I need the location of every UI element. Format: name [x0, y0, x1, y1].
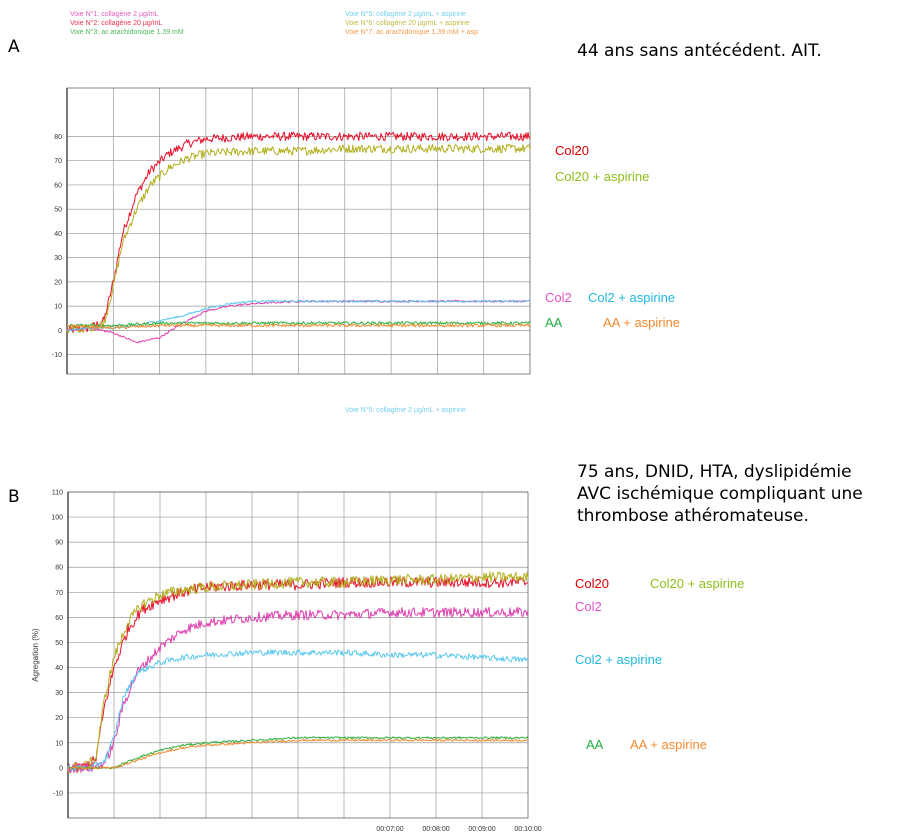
chart-a-series-2	[66, 143, 531, 334]
chart-a-ytick-label: 0	[58, 328, 62, 335]
panel-a-header-right: Voie N°5: collagène 2 µg/mL + aspirine V…	[345, 10, 478, 37]
chart-a-ytick-label: -10	[52, 352, 62, 359]
header-lane-1: Voie N°1: collagène 2 µg/mL	[70, 11, 159, 18]
legend-label-aa: AA	[545, 315, 563, 330]
chart-b-xtick-label: 00:09:00	[468, 826, 495, 833]
legend-label-col20: Col20	[555, 143, 589, 158]
legend-label-col20-b: Col20	[575, 576, 609, 591]
header-lane-6: Voie N°6: collagène 20 µg/mL + aspirine	[345, 20, 470, 27]
chart-a-ytick-label: 40	[54, 231, 62, 238]
chart-b-ytick-label: 90	[55, 540, 63, 547]
panel-a-header-left: Voie N°1: collagène 2 µg/mL Voie N°2: co…	[70, 10, 184, 37]
legend-label-aa-aspirine: AA + aspirine	[603, 315, 680, 330]
chart-a-series-6	[66, 323, 531, 330]
chart-a-series-3	[66, 299, 531, 344]
header-lane-2: Voie N°2: collagène 20 µg/mL	[70, 20, 163, 27]
chart-b-ytick-label: -10	[53, 790, 63, 797]
chart-b-ytick-label: 0	[59, 765, 63, 772]
panel-b-case-description: 75 ans, DNID, HTA, dyslipidémie AVC isch…	[577, 461, 863, 527]
legend-label-col2-b: Col2	[575, 599, 602, 614]
chart-b-ytick-label: 40	[55, 665, 63, 672]
chart-a-ytick-label: 80	[54, 134, 62, 141]
chart-b-xtick-label: 00:10:00	[514, 826, 541, 833]
header-lane-5-b: Voie N°5: collagène 2 µg/mL + aspirine	[345, 407, 466, 414]
chart-a-ytick-label: 70	[54, 158, 62, 165]
chart-b-series-6	[67, 738, 529, 770]
panel-b-description-line-2: AVC ischémique compliquant une	[577, 484, 863, 504]
header-lane-5: Voie N°5: collagène 2 µg/mL + aspirine	[345, 11, 466, 18]
legend-label-aa-b: AA	[586, 737, 604, 752]
panel-b-description-line-1: 75 ans, DNID, HTA, dyslipidémie	[577, 462, 852, 482]
chart-b-series-4	[67, 649, 529, 772]
panel-a-case-description: 44 ans sans antécédent. AIT.	[577, 41, 822, 61]
chart-b-ylabel: Agregation (%)	[31, 628, 40, 682]
chart-a-series-1	[66, 131, 531, 334]
chart-b-ytick-label: 50	[55, 640, 63, 647]
panel-b-description-line-3: thrombose athéromateuse.	[577, 506, 809, 526]
chart-b-series-5	[67, 736, 529, 770]
chart-b-series-1	[67, 576, 529, 773]
chart-b-ytick-label: 100	[51, 515, 63, 522]
chart-a-series-5	[66, 321, 531, 328]
chart-b-ytick-label: 60	[55, 615, 63, 622]
chart-b-ytick-label: 80	[55, 565, 63, 572]
chart-b-xtick-label: 00:07:00	[376, 826, 403, 833]
chart-b-ytick-label: 70	[55, 590, 63, 597]
legend-label-aa-aspirine-b: AA + aspirine	[630, 737, 707, 752]
legend-label-col20-aspirine-b: Col20 + aspirine	[650, 576, 745, 591]
header-lane-7: Voie N°7: ac arachidonique 1.39 mM + asp	[345, 29, 478, 36]
chart-a-ytick-label: 30	[54, 255, 62, 262]
chart-a-ytick-label: 10	[54, 304, 62, 311]
chart-b-series-3	[67, 606, 529, 774]
panel-b-letter: B	[8, 487, 20, 507]
legend-label-col2-aspirine-b: Col2 + aspirine	[575, 652, 663, 667]
header-lane-3: Voie N°3: ac arachidonique 1.39 mM	[70, 29, 184, 36]
panel-a-letter: A	[8, 37, 20, 57]
chart-b-ytick-label: 110	[52, 490, 63, 497]
legend-label-col2-aspirine: Col2 + aspirine	[588, 290, 676, 305]
chart-a-ytick-label: 20	[54, 279, 62, 286]
chart-b-ytick-label: 20	[55, 715, 63, 722]
chart-a-ytick-label: 50	[54, 207, 62, 214]
chart-b-xtick-label: 00:08:00	[422, 826, 449, 833]
chart-a: -10 0 10 20 30 40 50 60 70 80	[52, 87, 531, 375]
panel-b-header-right: Voie N°5: collagène 2 µg/mL + aspirine	[345, 406, 466, 415]
chart-b-ytick-label: 30	[55, 690, 63, 697]
chart-b-ytick-label: 10	[55, 740, 63, 747]
legend-label-col2: Col2	[545, 290, 572, 305]
legend-label-col20-aspirine: Col20 + aspirine	[555, 169, 650, 184]
chart-b: -10 0 10 20 30 40 50 60 70 80 90 100 110 00:07:00 00:0…	[31, 490, 542, 834]
chart-a-ytick-label: 60	[54, 182, 62, 189]
chart-b-series-2	[67, 571, 529, 774]
